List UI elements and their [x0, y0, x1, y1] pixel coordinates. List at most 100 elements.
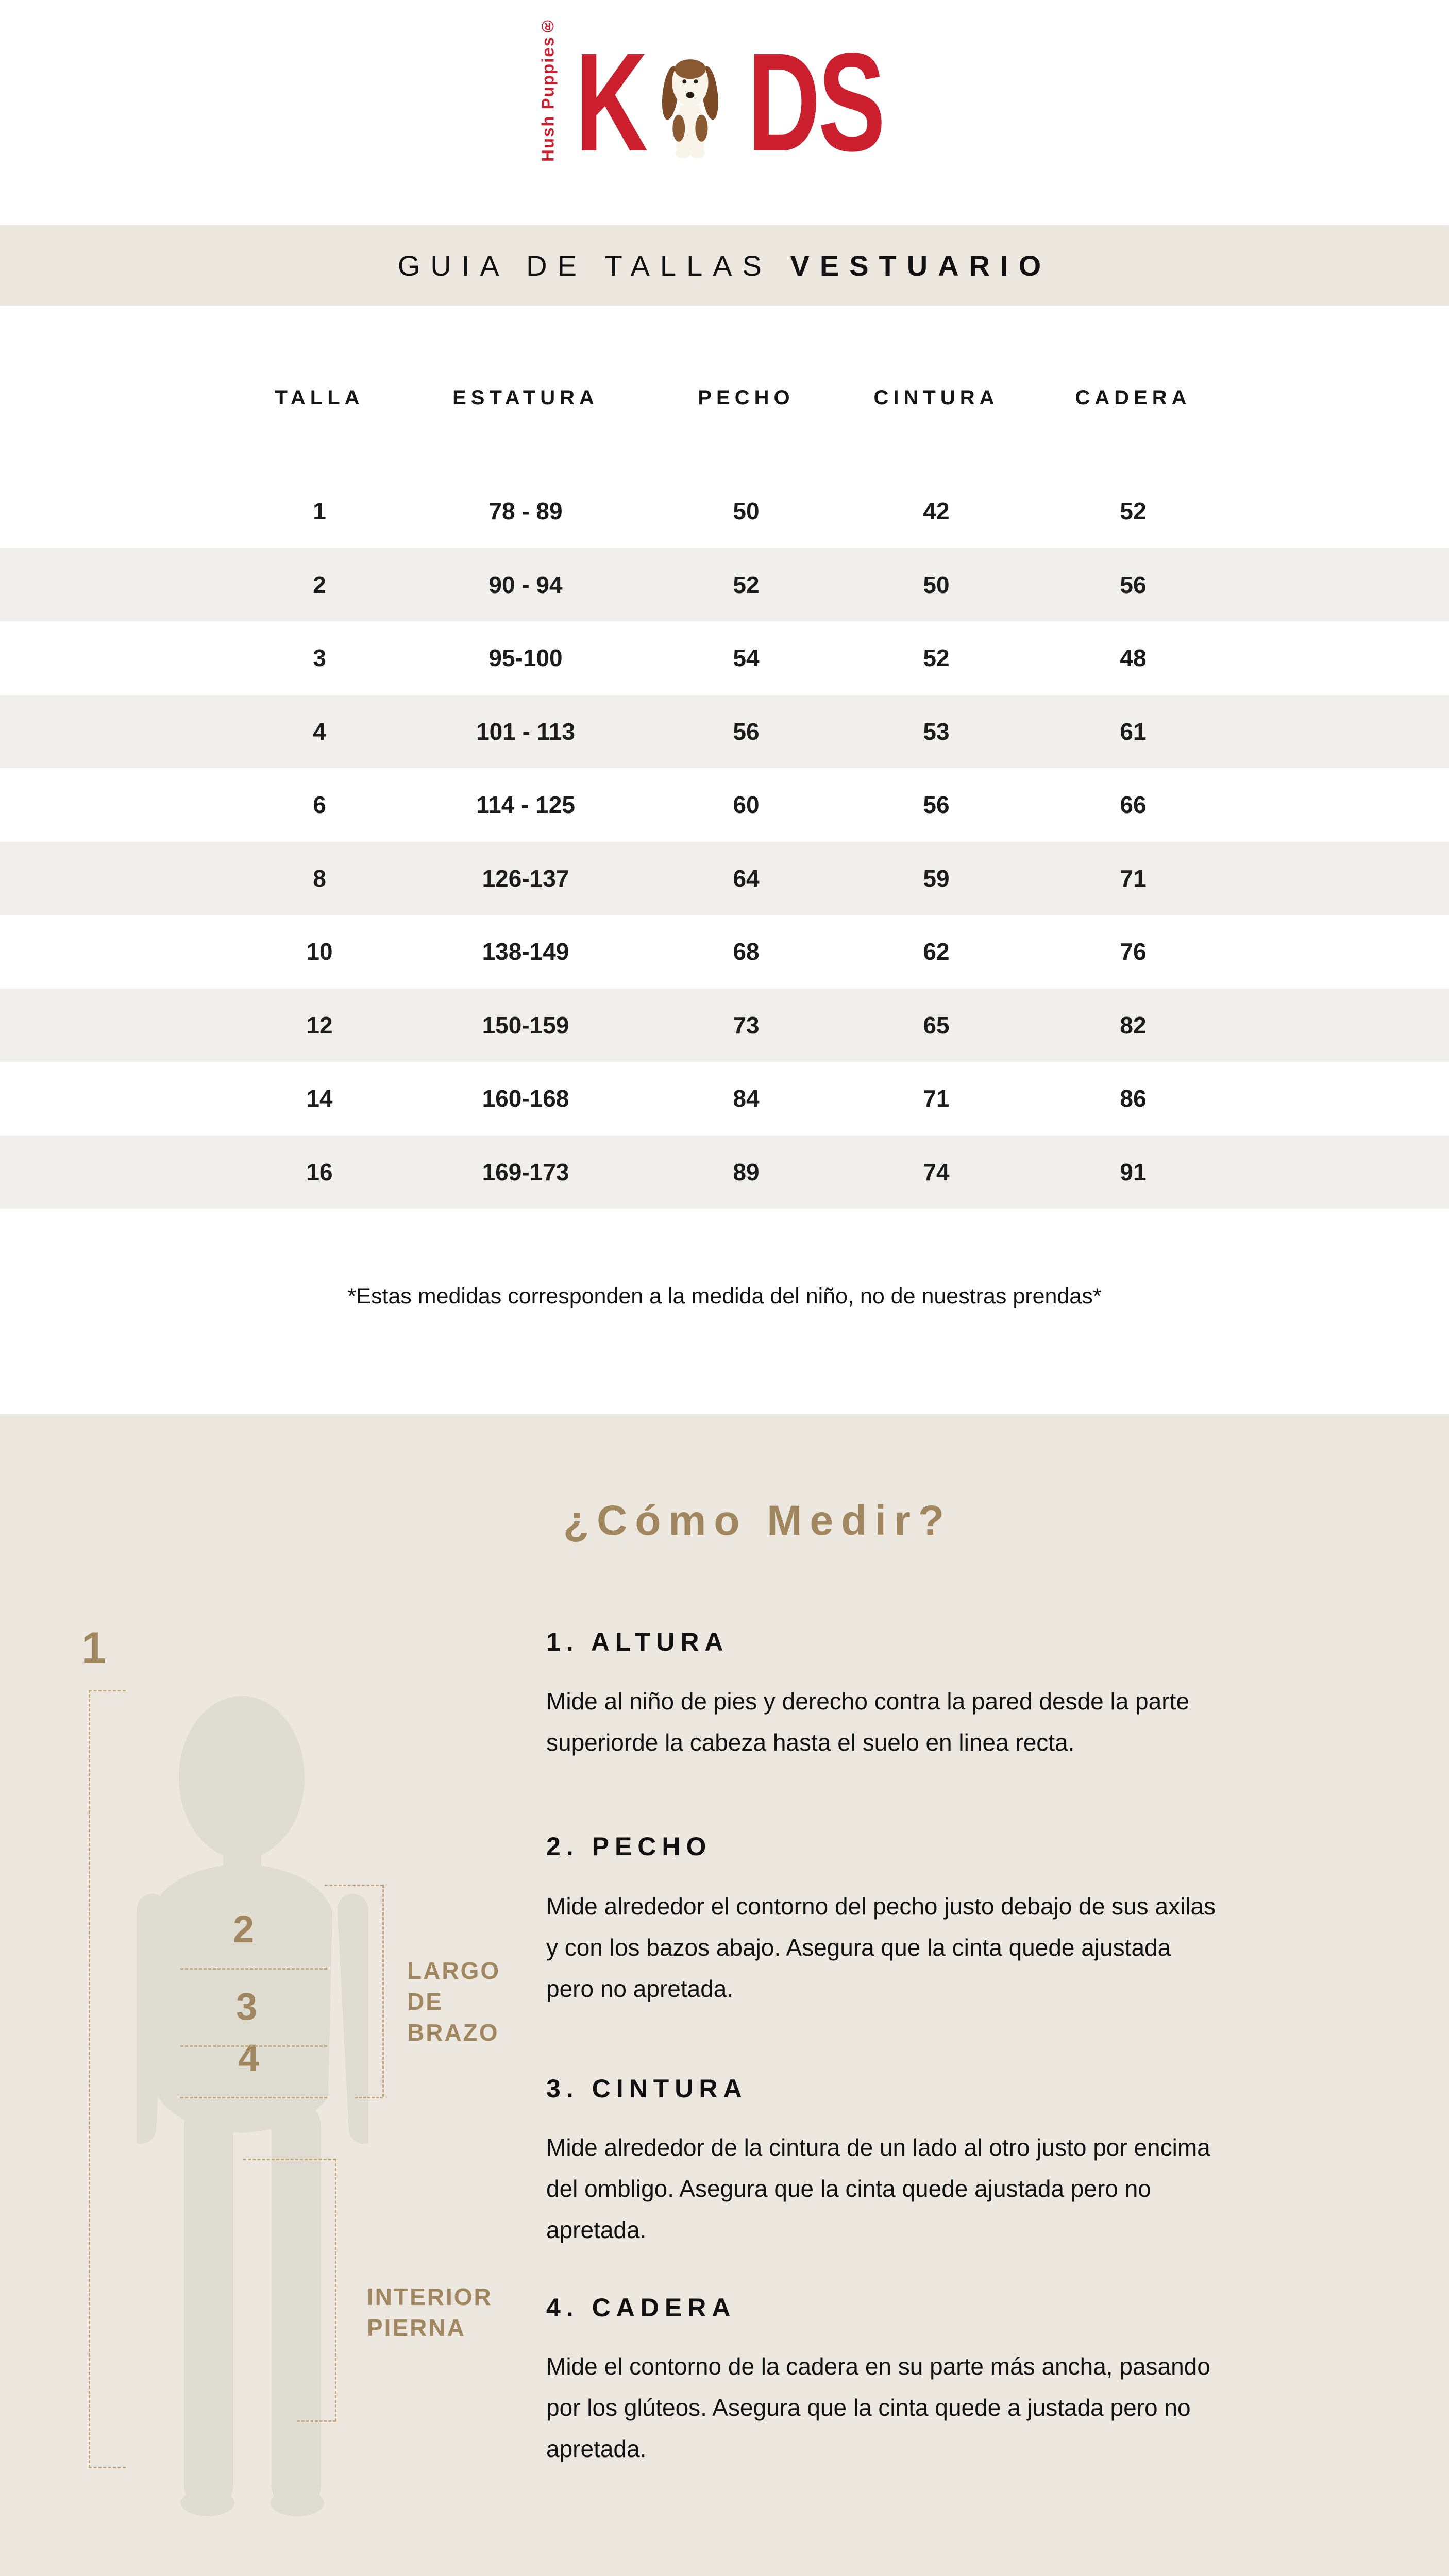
size-table-header: TALLA ESTATURA PECHO CINTURA CADERA	[0, 382, 1449, 413]
cell-cintura: 62	[923, 938, 950, 965]
header-cintura: CINTURA	[873, 386, 999, 409]
height-dashed-line	[89, 1690, 90, 2468]
section-body-pecho: Mide alrededor el contorno del pecho jus…	[546, 1893, 1216, 2002]
leg-label-line: INTERIOR	[367, 2283, 493, 2310]
cell-cintura: 74	[923, 1158, 950, 1185]
cell-talla: 6	[313, 791, 326, 818]
cell-talla: 2	[313, 571, 326, 598]
table-row: 1 78 - 89 50 42 52	[0, 474, 1449, 548]
header-estatura: ESTATURA	[452, 386, 599, 409]
diagram-number-1: 1	[81, 1623, 106, 1673]
cell-cintura: 71	[923, 1085, 950, 1112]
diagram-number-4: 4	[238, 2037, 260, 2079]
cell-estatura: 95-100	[488, 645, 563, 671]
cell-cadera: 52	[1120, 498, 1147, 524]
arm-label-line: LARGO	[407, 1957, 501, 1984]
child-silhouette	[137, 1696, 368, 2516]
hush-puppies-kids-logo: Hush Puppies® K DS	[538, 15, 909, 180]
section-heading-altura: 1. ALTURA	[546, 1628, 729, 1656]
cell-talla: 12	[306, 1011, 333, 1039]
banner-title: GUIA DE TALLAS VESTUARIO	[398, 249, 1051, 282]
cell-estatura: 138-149	[482, 938, 569, 965]
banner-title-bold: VESTUARIO	[790, 249, 1052, 282]
cell-cadera: 48	[1120, 645, 1147, 671]
header-cadera: CADERA	[1075, 386, 1191, 409]
cell-cadera: 91	[1120, 1158, 1147, 1185]
cell-cintura: 53	[923, 718, 950, 745]
cell-pecho: 60	[733, 791, 760, 818]
chest-dashed-line	[180, 1968, 327, 1970]
inner-leg-bottom-tick	[297, 2420, 336, 2422]
cell-cintura: 65	[923, 1011, 950, 1039]
banner-title-light: GUIA DE TALLAS	[397, 249, 772, 282]
cell-estatura: 78 - 89	[488, 498, 563, 524]
arm-length-vertical-line	[382, 1885, 384, 2097]
section-heading-cintura: 3. CINTURA	[546, 2074, 748, 2103]
cell-estatura: 126-137	[482, 865, 569, 892]
table-row: 3 95-100 54 52 48	[0, 621, 1449, 695]
cell-pecho: 68	[733, 938, 760, 965]
cell-talla: 10	[306, 938, 333, 965]
measurement-note: *Estas medidas corresponden a la medida …	[347, 1284, 1102, 1309]
cell-pecho: 52	[733, 571, 760, 598]
size-guide-banner: GUIA DE TALLAS VESTUARIO	[0, 225, 1449, 306]
cell-talla: 8	[313, 865, 326, 892]
diagram-number-3: 3	[236, 1985, 258, 2028]
table-row: 14 160-168 84 71 86	[0, 1062, 1449, 1136]
cell-talla: 14	[306, 1085, 333, 1112]
cell-pecho: 84	[733, 1085, 760, 1112]
table-row: 10 138-149 68 62 76	[0, 915, 1449, 989]
table-row: 2 90 - 94 52 50 56	[0, 548, 1449, 621]
cell-talla: 1	[313, 498, 326, 524]
inner-leg-vertical-line	[335, 2159, 336, 2421]
cell-cadera: 56	[1120, 571, 1147, 598]
cell-talla: 16	[306, 1158, 333, 1185]
cell-cintura: 42	[923, 498, 950, 524]
inner-leg-label: INTERIOR PIERNA	[367, 2281, 493, 2343]
cell-cadera: 71	[1120, 865, 1147, 892]
cell-talla: 3	[313, 645, 326, 671]
size-table-body: 1 78 - 89 50 42 52 2 90 - 94 52 50 56 3 …	[0, 474, 1449, 1209]
how-to-measure-title: ¿Cómo Medir?	[563, 1497, 952, 1544]
inner-leg-top-line	[243, 2159, 336, 2160]
cell-cadera: 61	[1120, 718, 1147, 745]
cell-cintura: 56	[923, 791, 950, 818]
cell-estatura: 114 - 125	[476, 791, 575, 818]
section-body-cintura: Mide alrededor de la cintura de un lado …	[546, 2134, 1210, 2243]
arm-length-label: LARGO DE BRAZO	[407, 1955, 500, 2048]
cell-estatura: 90 - 94	[488, 571, 563, 598]
table-row: 4 101 - 113 56 53 61	[0, 694, 1449, 768]
cell-cadera: 66	[1120, 791, 1147, 818]
arm-length-top-line	[325, 1885, 383, 1886]
section-heading-pecho: 2. PECHO	[546, 1832, 712, 1861]
cell-pecho: 73	[733, 1011, 760, 1039]
section-body-cadera: Mide el contorno de la cadera en su part…	[546, 2353, 1210, 2462]
brand-name-vertical: Hush Puppies®	[538, 15, 558, 162]
header-talla: TALLA	[275, 386, 364, 409]
table-row: 6 114 - 125 60 56 66	[0, 768, 1449, 842]
hip-dashed-line	[180, 2097, 327, 2098]
cell-cadera: 86	[1120, 1085, 1147, 1112]
cell-pecho: 50	[733, 498, 760, 524]
cell-estatura: 101 - 113	[476, 718, 575, 745]
waist-dashed-line	[180, 2045, 327, 2047]
basset-hound-dog-icon	[662, 59, 719, 158]
leg-label-line: PIERNA	[367, 2314, 466, 2341]
cell-pecho: 64	[733, 865, 760, 892]
logo-letters-ds: DS	[748, 24, 886, 180]
cell-estatura: 160-168	[482, 1085, 569, 1112]
logo-letter-k: K	[575, 24, 648, 180]
table-row: 8 126-137 64 59 71	[0, 841, 1449, 915]
cell-cintura: 50	[923, 571, 950, 598]
height-line-bottom-tick	[89, 2467, 126, 2468]
section-body-altura: Mide al niño de pies y derecho contra la…	[546, 1688, 1189, 1756]
arm-label-line: DE	[407, 1988, 443, 2015]
cell-cadera: 76	[1120, 938, 1147, 965]
arm-label-line: BRAZO	[407, 2019, 499, 2046]
cell-cintura: 59	[923, 865, 950, 892]
cell-estatura: 150-159	[482, 1011, 569, 1039]
arm-length-bottom-tick	[355, 2097, 383, 2098]
cell-cintura: 52	[923, 645, 950, 671]
cell-estatura: 169-173	[482, 1158, 569, 1185]
